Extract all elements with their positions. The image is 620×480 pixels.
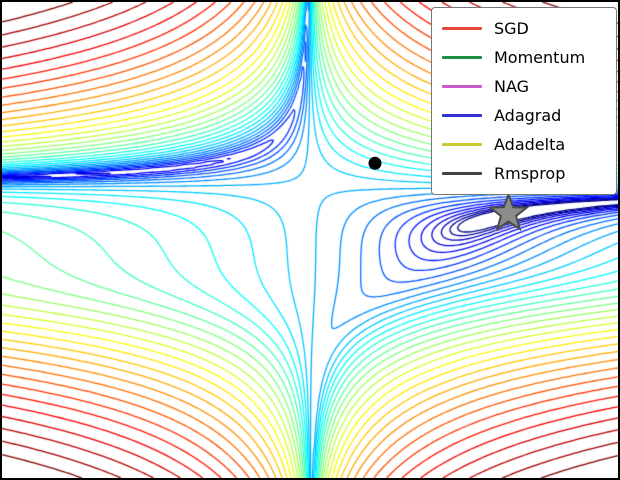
legend-label-adadelta: Adadelta — [494, 134, 566, 154]
legend-item-momentum: Momentum — [442, 43, 606, 72]
legend-label-momentum: Momentum — [494, 47, 586, 67]
legend-item-nag: NAG — [442, 72, 606, 101]
legend-line-adagrad-icon — [442, 114, 482, 117]
legend-item-sgd: SGD — [442, 14, 606, 43]
legend-label-rmsprop: Rmsprop — [494, 163, 566, 183]
legend-line-adadelta-icon — [442, 143, 482, 146]
legend-label-nag: NAG — [494, 76, 530, 96]
legend-item-adadelta: Adadelta — [442, 130, 606, 159]
legend-line-nag-icon — [442, 85, 482, 88]
legend-line-sgd-icon — [442, 27, 482, 30]
legend-item-rmsprop: Rmsprop — [442, 159, 606, 188]
legend-item-adagrad: Adagrad — [442, 101, 606, 130]
legend-line-momentum-icon — [442, 56, 482, 59]
legend-label-adagrad: Adagrad — [494, 105, 562, 125]
legend-label-sgd: SGD — [494, 18, 529, 38]
legend: SGD Momentum NAG Adagrad Adadelta Rmspro… — [431, 7, 617, 195]
legend-line-rmsprop-icon — [442, 172, 482, 175]
